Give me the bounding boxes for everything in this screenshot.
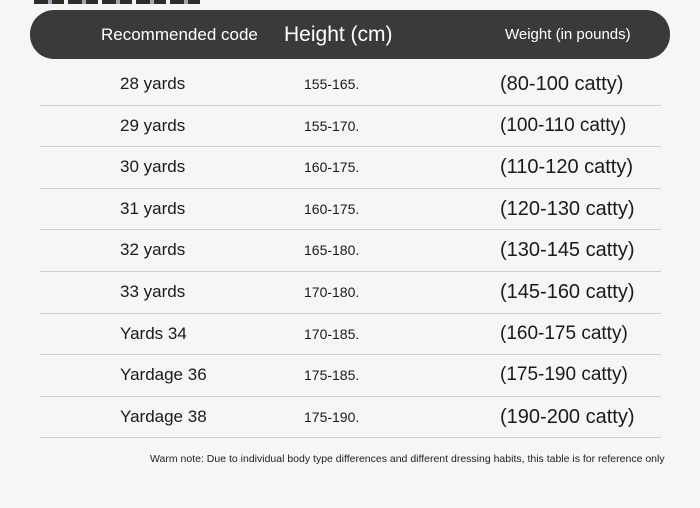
row-height: 175-190. — [304, 408, 360, 425]
top-banner-fragment — [34, 0, 204, 4]
row-height: 155-165. — [304, 76, 360, 92]
row-weight: (110-120 catty) — [500, 156, 634, 179]
row-height: 160-175. — [304, 159, 360, 176]
header-weight: Weight (in pounds) — [505, 26, 631, 43]
row-weight: (100-110 catty) — [500, 114, 627, 136]
row-weight: (145-160 catty) — [500, 280, 635, 303]
row-code: 30 yards — [120, 157, 186, 177]
table-row: Yards 34 170-185. (160-175 catty) — [40, 314, 661, 356]
table-row: Yardage 38 175-190. (190-200 catty) — [40, 397, 661, 439]
table-row: 29 yards 155-170. (100-110 catty) — [40, 106, 661, 148]
row-code: 31 yards — [120, 198, 186, 218]
table-row: 32 yards 165-180. (130-145 catty) — [40, 230, 661, 272]
row-height: 170-185. — [304, 325, 360, 342]
row-weight: (175-190 catty) — [500, 364, 628, 386]
row-code: 32 yards — [120, 240, 186, 260]
row-code: Yards 34 — [120, 323, 187, 343]
row-height: 160-175. — [304, 200, 360, 217]
row-code: 28 yards — [120, 74, 186, 93]
table-row: 31 yards 160-175. (120-130 catty) — [40, 189, 661, 231]
table-row: 28 yards 155-165. (80-100 catty) — [40, 64, 661, 106]
row-code: Yardage 38 — [120, 406, 207, 426]
row-weight: (190-200 catty) — [500, 405, 635, 428]
table-header: Recommended code Height (cm) Weight (in … — [30, 10, 670, 59]
row-code: Yardage 36 — [120, 365, 207, 385]
header-recommended-code: Recommended code — [101, 25, 258, 44]
table-row: 33 yards 170-180. (145-160 catty) — [40, 272, 661, 314]
row-weight: (130-145 catty) — [500, 239, 635, 262]
table-row: Yardage 36 175-185. (175-190 catty) — [40, 355, 661, 397]
row-height: 165-180. — [304, 242, 360, 259]
row-weight: (160-175 catty) — [500, 322, 628, 344]
size-table: 28 yards 155-165. (80-100 catty) 29 yard… — [40, 64, 661, 439]
row-weight: (120-130 catty) — [500, 197, 635, 220]
row-weight: (80-100 catty) — [500, 73, 624, 95]
row-code: 29 yards — [120, 115, 186, 135]
header-height: Height (cm) — [284, 23, 393, 46]
table-row: 30 yards 160-175. (110-120 catty) — [40, 147, 661, 189]
row-height: 170-180. — [304, 283, 360, 300]
row-height: 155-170. — [304, 117, 360, 134]
warm-note: Warm note: Due to individual body type d… — [150, 453, 665, 465]
row-code: 33 yards — [120, 281, 186, 301]
row-height: 175-185. — [304, 367, 360, 384]
